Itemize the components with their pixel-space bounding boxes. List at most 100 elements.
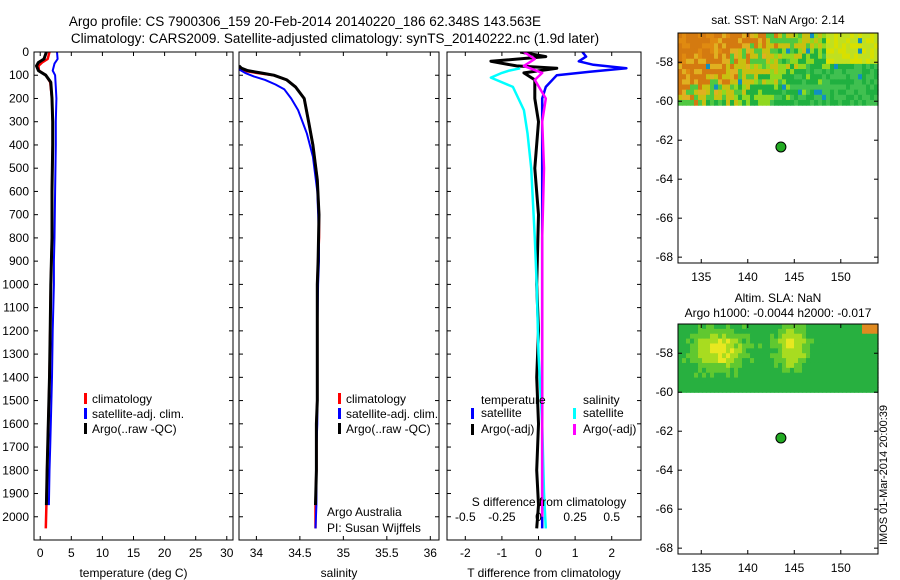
field-cell [782,324,787,330]
field-cell [818,353,823,359]
field-cell [702,333,707,340]
field-cell [770,43,775,50]
field-cell [718,48,723,55]
field-cell [850,333,855,340]
field-cell [762,387,767,393]
field-cell [798,372,803,379]
field-cell [758,53,763,60]
field-cell [794,338,799,345]
field-cell [874,372,879,379]
field-cell [738,99,743,106]
field-cell [806,58,811,65]
field-cell [830,53,835,60]
field-cell [790,38,795,44]
map-title: Altim. SLA: NaN [735,291,822,305]
field-cell [794,324,799,330]
field-cell [750,99,755,106]
field-cell [770,69,775,75]
field-cell [714,348,719,354]
field-cell [710,58,715,65]
y-tick-label: 1400 [2,370,29,384]
field-cell [782,333,787,340]
field-cell [858,362,863,369]
field-cell [734,58,739,65]
field-cell [766,89,771,96]
field-cell [742,79,747,86]
field-cell [710,372,715,379]
field-cell [686,99,691,106]
field-cell [754,343,759,349]
field-cell [874,33,879,39]
field-cell [858,353,863,359]
field-cell [722,382,727,388]
field-cells [678,324,879,393]
field-cell [702,63,707,70]
field-cell [678,53,683,60]
field-cell [682,69,687,75]
y-tick-label: 1200 [2,324,29,338]
field-cell [742,89,747,96]
field-cell [834,53,839,60]
y-tick-label: -64 [656,463,674,477]
field-cell [710,99,715,106]
field-cell [874,94,879,101]
field-cell [686,338,691,345]
field-cell [850,48,855,55]
field-cell [786,324,791,330]
field-cell [842,43,847,50]
field-cell [826,353,831,359]
field-cell [834,33,839,39]
field-cell [870,84,875,91]
field-cell [750,48,755,55]
field-cell [798,348,803,354]
field-cell [822,89,827,96]
field-cell [690,372,695,379]
field-cell [742,84,747,91]
field-cell [706,333,711,340]
y-tick-label: 1100 [3,301,29,315]
field-cell [770,328,775,335]
field-cell [722,338,727,345]
field-cell [734,94,739,101]
field-cell [826,358,831,364]
field-cell [710,48,715,55]
field-cell [690,69,695,75]
field-cell [842,353,847,359]
field-cell [730,338,735,345]
field-cell [862,99,867,106]
field-cell [814,89,819,96]
field-cell [766,74,771,80]
field-cell [854,94,859,101]
field-cell [714,372,719,379]
field-cell [758,377,763,384]
field-cell [762,348,767,354]
field-cell [722,333,727,340]
legend-label: satellite-adj. clim. [92,407,184,421]
field-cell [826,48,831,55]
field-cell [782,63,787,70]
field-cell [854,387,859,393]
field-cell [838,43,843,50]
field-cell [814,33,819,39]
field-cell [702,387,707,393]
field-cell [874,338,879,345]
field-cell [718,338,723,345]
field-cell [714,328,719,335]
field-cell [694,377,699,384]
field-cell [678,79,683,86]
field-cell [870,338,875,345]
field-cell [734,63,739,70]
field-cell [738,328,743,335]
field-cell [826,89,831,96]
field-cell [802,343,807,349]
field-cell [678,328,683,335]
field-cell [834,58,839,65]
field-cell [738,89,743,96]
field-cell [690,382,695,388]
field-cell [862,372,867,379]
field-cell [798,38,803,44]
field-cell [790,372,795,379]
field-cell [750,372,755,379]
field-cell [710,38,715,44]
field-cell [770,324,775,330]
